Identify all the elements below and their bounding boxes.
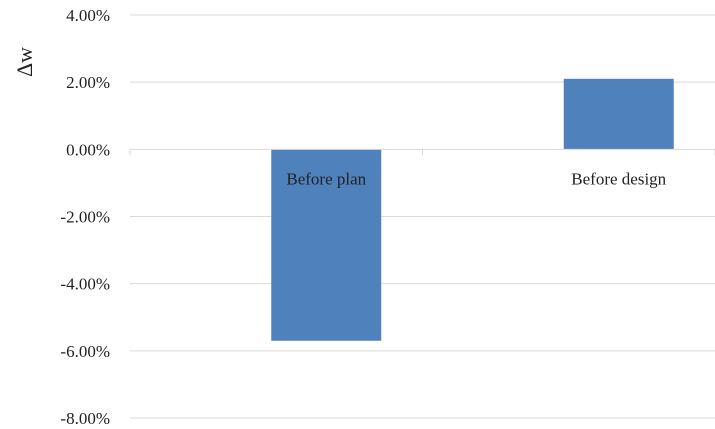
y-tick-label: -2.00% [60,208,110,227]
bar [563,78,674,150]
category-labels: Before plan Before design [286,169,666,188]
y-tick-label: 4.00% [66,6,110,25]
y-axis-ticks: 4.00% 2.00% 0.00% -2.00% -4.00% -6.00% -8.00% [60,6,110,428]
category-label: Before design [571,169,666,188]
y-tick-label: -6.00% [60,342,110,361]
bar [271,149,382,341]
bars [271,78,674,341]
zero-axis [129,148,715,156]
grid-lines [130,14,715,419]
category-label: Before plan [286,169,366,188]
y-axis-label: Δw [12,47,37,77]
y-tick-label: -8.00% [60,409,110,428]
y-tick-label: 0.00% [66,140,110,159]
y-tick-label: -4.00% [60,275,110,294]
y-tick-label: 2.00% [66,73,110,92]
